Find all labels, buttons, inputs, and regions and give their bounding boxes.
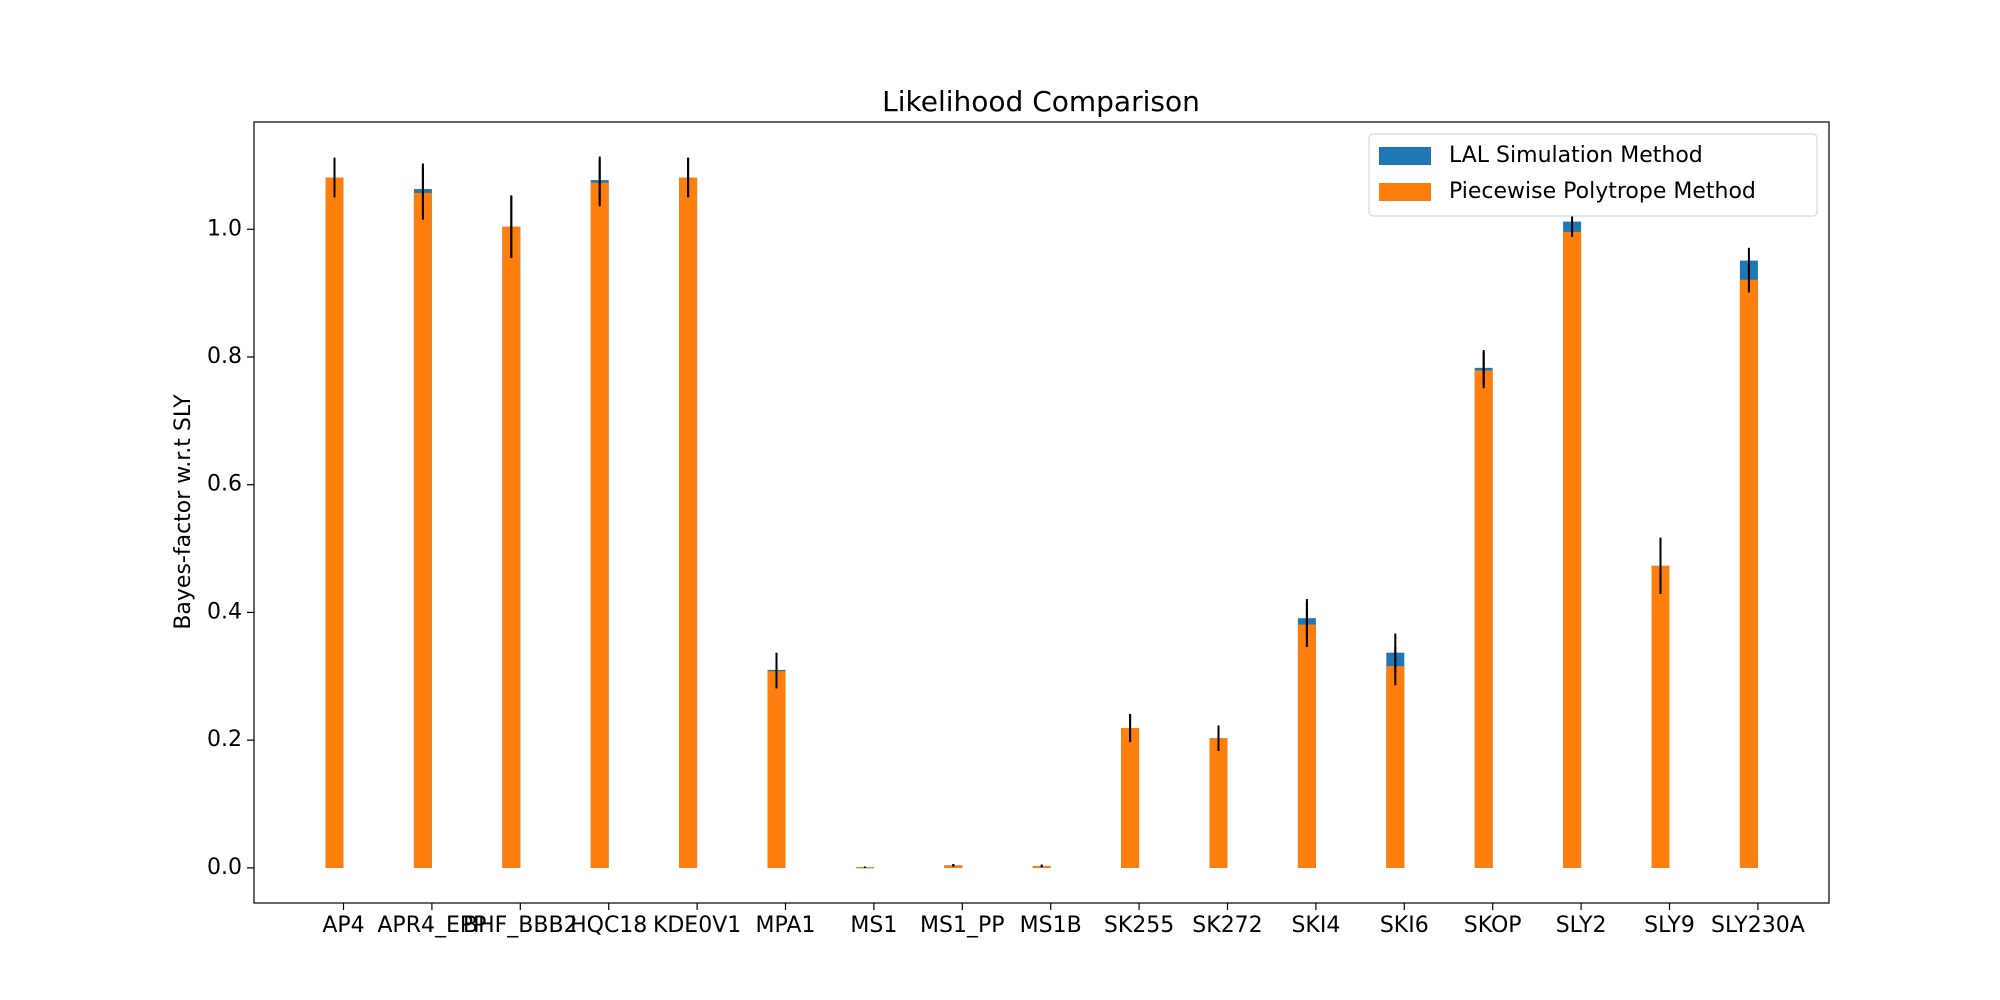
bar	[1739, 279, 1758, 868]
x-tick-label: SK272	[1192, 913, 1262, 938]
legend-swatch	[1379, 147, 1431, 165]
plot-frame	[253, 121, 1830, 904]
bar	[413, 192, 432, 868]
x-tick-label: SLY2	[1556, 913, 1607, 938]
x-tick-label: SLY9	[1644, 913, 1695, 938]
bar	[1651, 565, 1670, 868]
legend-label: Piecewise Polytrope Method	[1449, 179, 1756, 204]
y-tick-label: 0.4	[207, 599, 242, 624]
x-tick-label: SKI4	[1291, 913, 1340, 938]
bar	[1563, 231, 1582, 868]
x-tick-label: KDE0V1	[653, 913, 741, 938]
x-tick-label: AP4	[322, 913, 364, 938]
x-tick-label: SKOP	[1464, 913, 1522, 938]
bar	[590, 182, 609, 868]
bar	[944, 865, 963, 868]
bar	[1297, 624, 1316, 868]
bar	[1386, 666, 1405, 868]
y-tick-label: 1.0	[207, 216, 242, 241]
y-tick-label: 0.6	[207, 472, 242, 497]
bar	[325, 177, 344, 868]
x-tick-label: SKI6	[1380, 913, 1429, 938]
legend-swatch	[1379, 183, 1431, 201]
x-tick-label: MS1B	[1020, 913, 1082, 938]
x-tick-label: MPA1	[756, 913, 816, 938]
legend-box	[1368, 133, 1818, 217]
x-tick-label: BHF_BBB2	[463, 913, 578, 938]
x-tick-label: MS1_PP	[920, 913, 1004, 938]
x-tick-label: MS1	[850, 913, 897, 938]
y-axis-label: Bayes-factor w.r.t SLY	[171, 394, 196, 630]
x-tick-label: SK255	[1104, 913, 1174, 938]
bar	[679, 177, 698, 868]
legend-label: LAL Simulation Method	[1449, 143, 1703, 168]
y-tick-label: 0.2	[207, 727, 242, 752]
y-tick-label: 0.8	[207, 344, 242, 369]
y-tick-label: 0.0	[207, 855, 242, 880]
x-tick-label: HQC18	[570, 913, 647, 938]
bar	[1209, 738, 1228, 868]
x-tick-label: APR4_EPP	[377, 913, 486, 938]
bar	[1474, 370, 1493, 868]
chart-title: Likelihood Comparison	[882, 85, 1200, 118]
bar	[1121, 728, 1140, 868]
bar	[767, 671, 786, 868]
bar	[502, 226, 521, 868]
x-tick-label: SLY230A	[1711, 913, 1805, 938]
